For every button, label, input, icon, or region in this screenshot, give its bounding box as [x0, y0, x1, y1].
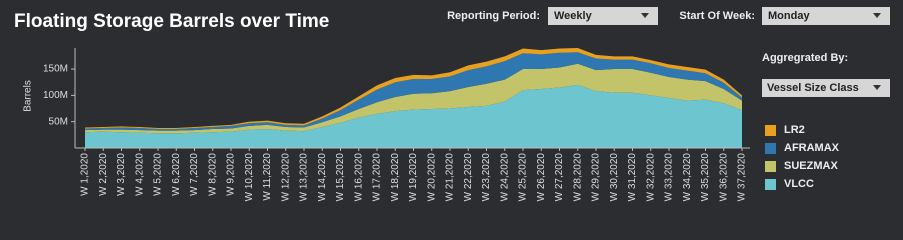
x-tick-label: W 33,2020 — [664, 153, 675, 202]
x-tick-label: W 34,2020 — [682, 153, 693, 202]
page: Floating Storage Barrels over Time Repor… — [14, 7, 890, 202]
x-tick-label: W 18,2020 — [390, 153, 401, 202]
x-tick-label: W 2,2020 — [98, 153, 109, 196]
y-tick-label: 150M — [43, 64, 68, 75]
x-tick-label: W 11,2020 — [262, 153, 273, 201]
dashboard: Floating Storage Barrels over Time Repor… — [14, 7, 890, 202]
area — [85, 52, 742, 131]
legend-label: VLCC — [784, 178, 814, 190]
y-tick-label: 100M — [43, 90, 68, 101]
area — [85, 84, 742, 148]
x-tick-label: W 25,2020 — [518, 153, 529, 202]
y-axis-label: Barrels — [23, 80, 34, 112]
x-tick-label: W 7,2020 — [189, 153, 200, 196]
x-tick-label: W 28,2020 — [572, 153, 583, 202]
aggregated-by-value: Vessel Size Class — [767, 82, 859, 94]
x-tick-label: W 23,2020 — [481, 153, 492, 202]
chart-title: Floating Storage Barrels over Time — [14, 11, 329, 32]
x-tick-label: W 14,2020 — [317, 153, 328, 202]
x-tick-label: W 20,2020 — [426, 153, 437, 202]
legend-label: AFRAMAX — [784, 142, 840, 154]
x-tick-label: W 9,2020 — [226, 153, 237, 196]
area — [85, 63, 742, 134]
x-tick-label: W 22,2020 — [463, 153, 474, 202]
legend-swatch — [765, 143, 776, 154]
legend-label: LR2 — [784, 124, 805, 136]
aggregated-by-dropdown[interactable]: Vessel Size Class — [762, 79, 890, 97]
legend-label: SUEZMAX — [784, 160, 838, 172]
x-tick-label: W 32,2020 — [645, 153, 656, 202]
x-tick-label: W 17,2020 — [372, 153, 383, 202]
x-tick-label: W 21,2020 — [445, 153, 456, 202]
x-tick-label: W 15,2020 — [335, 153, 346, 202]
x-tick-label: W 26,2020 — [536, 153, 547, 202]
legend-swatch — [765, 125, 776, 136]
x-tick-label: W 5,2020 — [153, 153, 164, 196]
x-tick-label: W 3,2020 — [116, 153, 127, 196]
legend-swatch — [765, 161, 776, 172]
x-tick-label: W 37,2020 — [737, 153, 748, 202]
x-tick-label: W 4,2020 — [134, 153, 145, 196]
x-tick-label: W 1,2020 — [80, 153, 91, 196]
x-tick-label: W 24,2020 — [499, 153, 510, 202]
x-tick-label: W 16,2020 — [353, 153, 364, 202]
x-tick-label: W 6,2020 — [171, 153, 182, 196]
reporting-period-value: Weekly — [554, 10, 593, 22]
start-of-week-label: Start Of Week: — [679, 10, 755, 22]
x-tick-label: W 10,2020 — [244, 153, 255, 202]
reporting-period-label: Reporting Period: — [447, 10, 540, 22]
y-tick-label: 50M — [49, 116, 68, 127]
reporting-period-dropdown[interactable]: Weekly — [548, 7, 658, 25]
x-tick-label: W 27,2020 — [554, 153, 565, 202]
x-tick-label: W 8,2020 — [207, 153, 218, 196]
x-tick-label: W 35,2020 — [700, 153, 711, 202]
x-tick-label: W 12,2020 — [280, 153, 291, 202]
start-of-week-value: Monday — [768, 10, 810, 22]
aggregated-by-label: Aggregrated By: — [762, 52, 848, 64]
x-tick-label: W 29,2020 — [591, 153, 602, 202]
x-tick-label: W 19,2020 — [408, 153, 419, 202]
x-tick-label: W 30,2020 — [609, 153, 620, 202]
x-tick-label: W 13,2020 — [299, 153, 310, 202]
legend-swatch — [765, 179, 776, 190]
x-tick-label: W 31,2020 — [627, 153, 638, 202]
x-tick-label: W 36,2020 — [718, 153, 729, 202]
start-of-week-dropdown[interactable]: Monday — [762, 7, 890, 25]
